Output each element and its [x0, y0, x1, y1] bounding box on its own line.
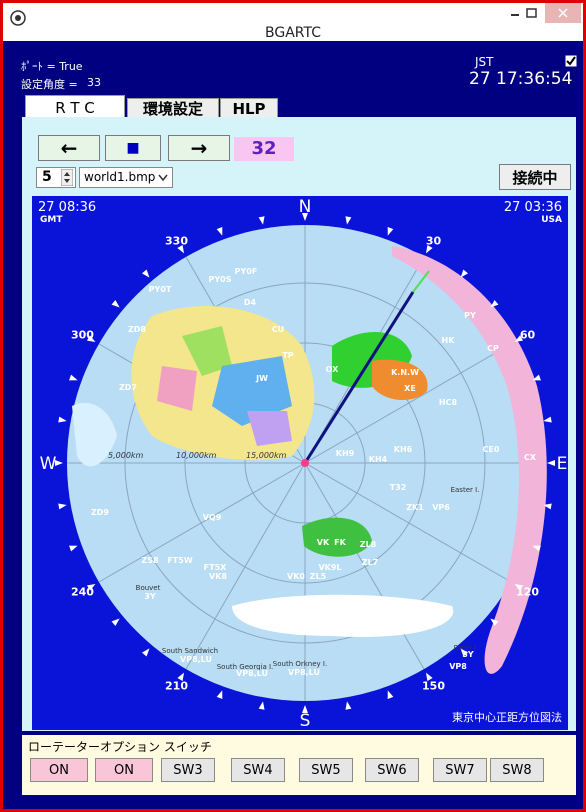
place-label: FT5W — [167, 556, 192, 565]
place-label: T32 — [390, 483, 407, 492]
rotate-right-button[interactable]: → — [168, 135, 230, 161]
place-label: South Sandwich — [162, 647, 218, 655]
bearing-label: 30 — [426, 234, 442, 247]
place-label: VK — [317, 538, 330, 547]
option-switch[interactable]: ON — [30, 758, 88, 782]
place-label: ZL8 — [360, 540, 377, 549]
window: BGARTC ﾎﾟｰﾄ = True 設定角度 = 33 JST 27 17:3… — [0, 0, 586, 812]
place-label: VP8,LU — [288, 668, 320, 677]
place-label: TP — [282, 351, 293, 360]
place-label: VK8 — [209, 572, 227, 581]
place-label: HK — [442, 336, 456, 345]
place-label: ZD9 — [91, 508, 109, 517]
spinner-arrows[interactable] — [61, 169, 73, 186]
place-label: ZL5 — [310, 572, 327, 581]
place-label: ZS8 — [141, 556, 159, 565]
option-switch[interactable]: SW8 — [490, 758, 544, 782]
place-label: ZL7 — [362, 558, 378, 567]
place-label: D4 — [244, 298, 257, 307]
dropdown-arrow — [158, 174, 168, 182]
place-label: KH6 — [394, 445, 413, 454]
place-label: XE — [404, 384, 416, 393]
map: 27 08:36 GMT 27 03:36 USA 東京中心正距方位図法 N 30… — [32, 196, 568, 730]
heading-display: 32 — [234, 137, 294, 161]
place-label: South Orkney I. — [273, 660, 327, 668]
distance-label: 15,000km — [246, 451, 287, 460]
port-status: ﾎﾟｰﾄ = True — [21, 58, 83, 74]
stop-button[interactable]: ■ — [105, 135, 161, 161]
place-label: K.N.W — [391, 368, 419, 377]
place-label: 3Y — [462, 650, 474, 659]
option-switch[interactable]: SW3 — [161, 758, 215, 782]
option-switch[interactable]: SW5 — [299, 758, 353, 782]
projection-label: 東京中心正距方位図法 — [452, 710, 562, 724]
place-label: VP8,LU — [180, 655, 212, 664]
place-label: VK9L — [318, 563, 341, 572]
bearing-label: 330 — [165, 234, 188, 247]
gmt-label: GMT — [40, 215, 63, 225]
option-switch[interactable]: SW4 — [231, 758, 285, 782]
angle-value: 33 — [87, 76, 101, 89]
place-label: VK0 — [287, 572, 305, 581]
bearing-label: W — [40, 454, 57, 474]
place-label: 3Y — [144, 592, 156, 601]
window-controls[interactable] — [503, 3, 583, 27]
bearing-label: 300 — [71, 329, 94, 342]
bearing-label: E — [557, 454, 568, 474]
place-label: ZD7 — [119, 383, 137, 392]
place-label: CX — [524, 453, 537, 462]
place-label: CP — [487, 344, 499, 353]
place-label: CE0 — [483, 445, 500, 454]
usa-time: 27 03:36 — [504, 200, 562, 215]
bearing-label: 240 — [71, 586, 94, 599]
option-switch[interactable]: SW7 — [433, 758, 487, 782]
bearing-label: 60 — [520, 329, 536, 342]
place-label: VP8,LU — [236, 669, 268, 678]
jst-checkbox[interactable] — [565, 55, 577, 67]
place-label: Bouvet — [136, 584, 161, 592]
place-label: CU — [272, 325, 284, 334]
map-file: world1.bmp — [84, 170, 155, 184]
place-label: VP8 — [449, 662, 467, 671]
qth-marker — [301, 459, 309, 467]
step-value: 5 — [42, 169, 52, 185]
place-label: PY — [464, 311, 476, 320]
place-label: VQ9 — [203, 513, 222, 522]
map-file-dropdown[interactable]: world1.bmp — [79, 167, 173, 188]
option-switch[interactable]: ON — [95, 758, 153, 782]
usa-label: USA — [541, 215, 562, 225]
place-label: KH9 — [336, 449, 355, 458]
place-label: FT5X — [204, 563, 227, 572]
title-bar: BGARTC — [3, 3, 583, 41]
option-switch[interactable]: SW6 — [365, 758, 419, 782]
step-spinner[interactable]: 5 — [36, 167, 76, 188]
timezone: JST — [475, 55, 494, 69]
place-label: KH4 — [369, 455, 388, 464]
place-label: HC8 — [439, 398, 458, 407]
bearing-label: 120 — [516, 586, 539, 599]
bearing-label: S — [300, 711, 311, 730]
gmt-time: 27 08:36 — [38, 200, 96, 215]
place-label: PY0F — [235, 267, 258, 276]
place-label: JW — [255, 374, 268, 383]
place-label: ZD8 — [128, 325, 146, 334]
bearing-label: 210 — [165, 680, 188, 693]
window-title: BGARTC — [3, 25, 583, 41]
place-label: Easter I. — [451, 486, 480, 494]
rotate-left-button[interactable]: ← — [38, 135, 100, 161]
distance-label: 10,000km — [176, 451, 217, 460]
place-label: FK — [334, 538, 346, 547]
bearing-label: N — [299, 197, 312, 217]
connection-button[interactable]: 接続中 — [499, 164, 571, 190]
place-label: ZK1 — [406, 503, 424, 512]
options-title: ローテーターオプション スイッチ — [28, 738, 212, 755]
bearing-label: 150 — [422, 680, 445, 693]
clock: 27 17:36:54 — [469, 69, 572, 89]
angle-label: 設定角度 = — [21, 76, 78, 92]
place-label: PY0T — [149, 285, 172, 294]
place-label: VP6 — [432, 503, 450, 512]
place-label: OX — [326, 365, 340, 374]
distance-label: 5,000km — [108, 451, 144, 460]
place-label: PY0S — [209, 275, 232, 284]
